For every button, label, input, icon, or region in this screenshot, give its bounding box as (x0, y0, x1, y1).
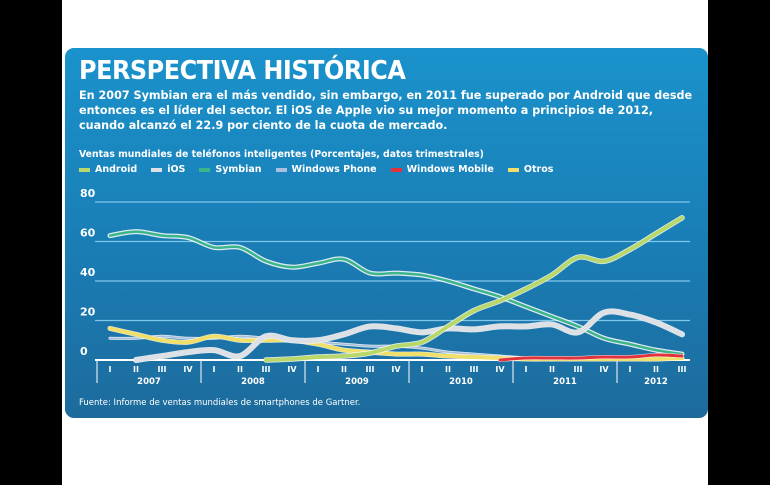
legend-swatch (507, 167, 519, 172)
quarter-label: III (678, 365, 687, 374)
year-label: 2008 (241, 377, 265, 387)
quarter-label: II (445, 365, 451, 374)
year-label: 2012 (644, 377, 668, 387)
quarter-label: II (237, 365, 243, 374)
quarter-label: II (133, 365, 139, 374)
legend-label: Windows Phone (291, 164, 377, 175)
quarter-label: I (525, 365, 528, 374)
y-tick-label: 60 (80, 227, 96, 240)
year-label: 2010 (449, 377, 473, 387)
legend-swatch (79, 167, 90, 172)
left-border (0, 0, 62, 485)
title: PERSPECTIVA HISTÓRICA (79, 56, 406, 86)
y-tick-label: 20 (80, 306, 96, 319)
y-tick-label: 40 (80, 266, 96, 279)
y-tick-label: 80 (80, 187, 96, 200)
legend-item: Android (79, 164, 137, 175)
legend-swatch (275, 167, 287, 172)
legend-item: iOS (151, 164, 185, 175)
legend-swatch (199, 167, 211, 172)
quarter-label: II (341, 365, 347, 374)
quarter-label: III (158, 365, 167, 374)
quarter-label: II (549, 365, 555, 374)
legend-swatch (390, 167, 402, 172)
legend-label: iOS (167, 164, 186, 175)
quarter-label: II (653, 365, 659, 374)
quarter-label: I (109, 365, 112, 374)
chart-title: Ventas mundiales de teléfonos inteligent… (79, 149, 484, 160)
quarter-label: IV (183, 365, 193, 374)
legend-item: Otros (507, 164, 554, 175)
quarter-label: III (262, 365, 271, 374)
quarter-label: I (317, 365, 320, 374)
quarter-label: I (629, 365, 632, 374)
legend-label: Symbian (215, 164, 262, 175)
legend-swatch (151, 167, 163, 172)
legend-item: Windows Mobile (390, 164, 494, 175)
right-border (708, 0, 770, 485)
description: En 2007 Symbian era el más vendido, sin … (79, 89, 693, 132)
legend-item: Symbian (199, 164, 262, 175)
windows-mobile-line (498, 353, 684, 362)
quarter-label: I (213, 365, 216, 374)
legend: Android iOS Symbian Windows Phone Windows Mo… (79, 164, 553, 175)
quarter-label: III (470, 365, 479, 374)
quarter-label: I (421, 365, 424, 374)
quarter-label: IV (391, 365, 401, 374)
quarter-label: III (574, 365, 583, 374)
year-label: 2011 (553, 377, 577, 387)
year-label: 2009 (345, 377, 369, 387)
source-note: Fuente: Informe de ventas mundiales de s… (79, 398, 361, 408)
legend-label: Windows Mobile (406, 164, 494, 175)
quarter-label: III (366, 365, 375, 374)
ios-line (133, 308, 685, 363)
quarter-label: IV (495, 365, 505, 374)
windows-phone-line (109, 335, 553, 361)
legend-item: Windows Phone (275, 164, 377, 175)
android-line (264, 215, 684, 362)
legend-label: Android (95, 164, 138, 175)
y-tick-label: 0 (80, 345, 88, 358)
quarter-label: IV (287, 365, 297, 374)
year-label: 2007 (137, 377, 161, 387)
quarter-label: IV (599, 365, 609, 374)
legend-label: Otros (523, 164, 554, 175)
symbian-line (108, 230, 684, 356)
